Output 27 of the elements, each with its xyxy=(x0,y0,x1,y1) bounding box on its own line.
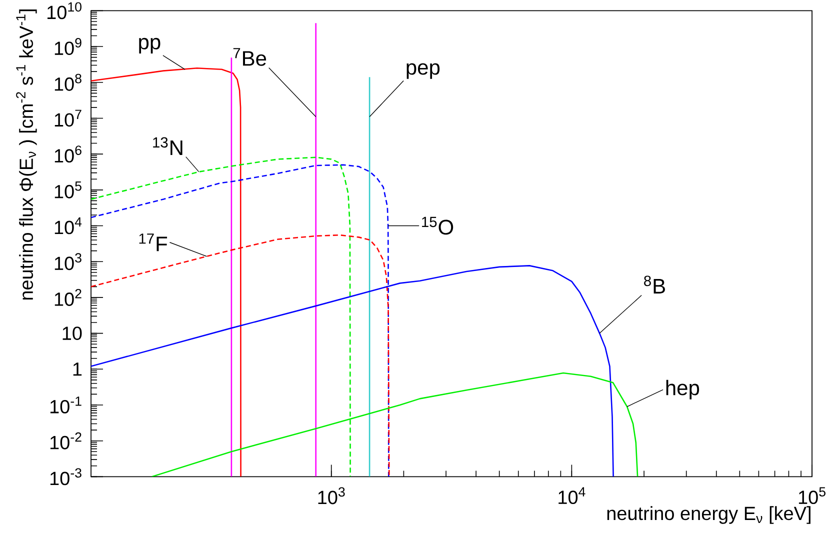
y-tick-label: 10$^{9}$ xyxy=(54,38,82,56)
x-tick-label: 10$^{4}$ xyxy=(558,487,586,504)
y-tick-label: 10$^{5}$ xyxy=(54,182,82,198)
y-tick-label: 10$^{-1}$ xyxy=(50,396,82,414)
y-tick-label: 10$^{10}$ xyxy=(48,2,82,20)
y-tick-label: 10$^{-2}$ xyxy=(50,432,82,450)
y-tick-label: 10$^{8}$ xyxy=(54,74,82,91)
y-tick-label: 10$^{7}$ xyxy=(54,110,82,127)
text: neutrino flux Φ(E$_{ν}$ ) [cm$^{-2}$ s$^{-1}$ keV$^{-1}$] xyxy=(16,10,37,300)
y-tick-label: 10 xyxy=(62,326,82,340)
annotation: $^{17}$F xyxy=(139,234,168,252)
y-tick-label: 10$^{4}$ xyxy=(54,217,82,234)
annotation: $^{8}$B xyxy=(644,276,665,294)
x-axis-title: neutrino energy E$_{ν}$ [keV] xyxy=(607,506,810,524)
y-tick-label: 10$^{3}$ xyxy=(54,253,82,270)
y-tick-label: 10$^{-3}$ xyxy=(50,468,82,486)
y-tick-label: 10$^{6}$ xyxy=(54,146,82,163)
y-tick-label: 10$^{2}$ xyxy=(54,288,82,306)
annotation: $^{7}$Be xyxy=(233,48,266,66)
annotation: $^{13}$N xyxy=(153,137,182,155)
x-tick-label: 10$^{5}$ xyxy=(798,487,826,504)
annotation: pep xyxy=(406,63,440,79)
x-tick-label: 10$^{3}$ xyxy=(318,487,345,504)
annotation: $^{15}$O xyxy=(422,216,454,235)
y-tick-label: 1 xyxy=(73,362,82,376)
annotation: hep xyxy=(666,380,700,400)
annotation: pp xyxy=(139,38,160,54)
